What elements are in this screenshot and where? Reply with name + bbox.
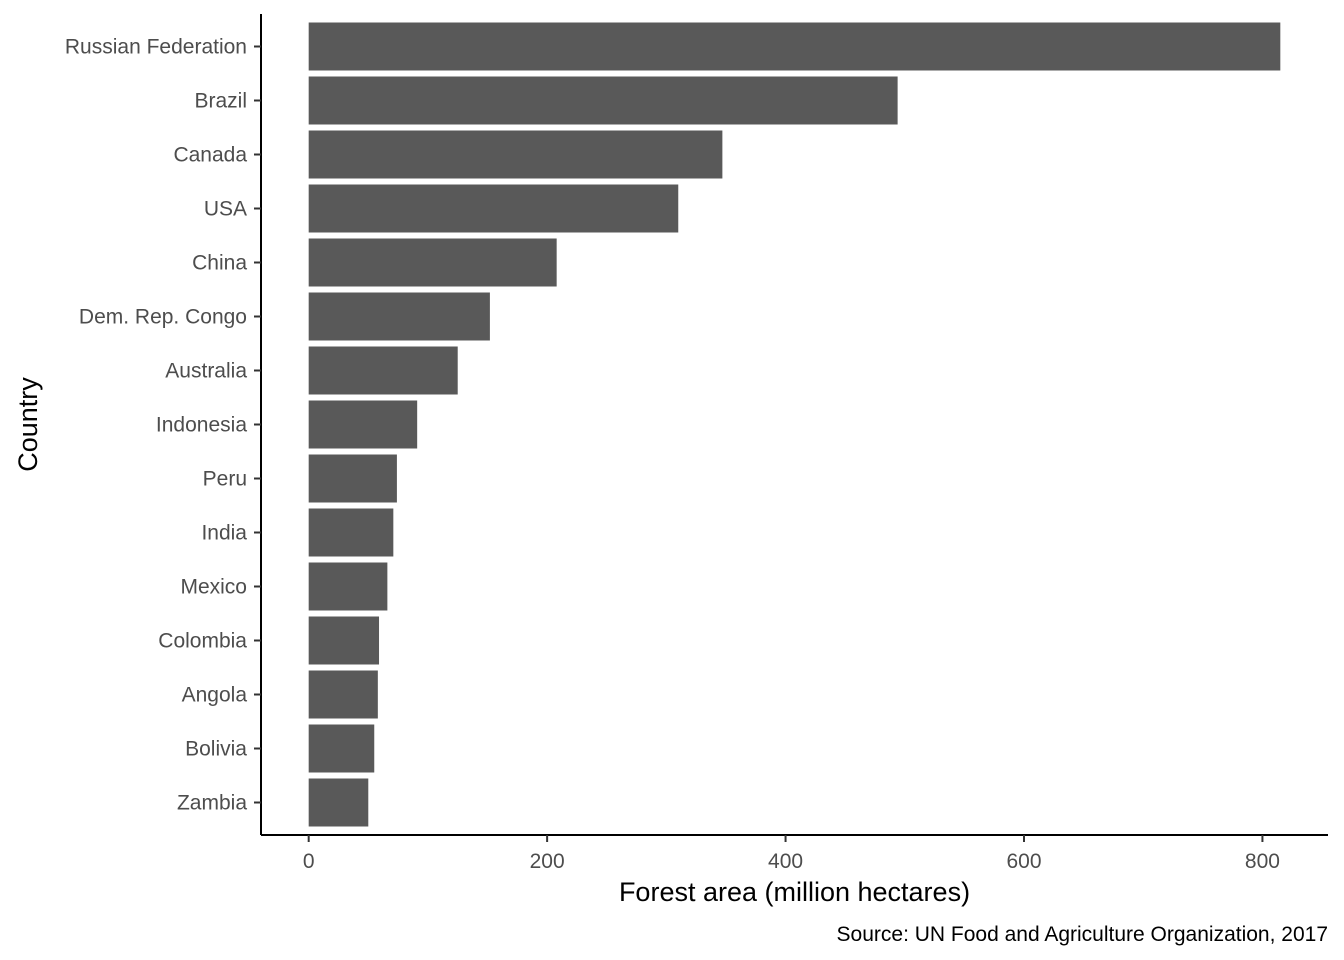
source-caption: Source: UN Food and Agriculture Organiza… bbox=[837, 923, 1328, 946]
y-tick-label: Dem. Rep. Congo bbox=[79, 306, 247, 329]
x-tick-label: 800 bbox=[1245, 850, 1280, 873]
y-axis: Russian Federation Brazil Canada USA China De… bbox=[65, 14, 262, 835]
y-tick-label: Angola bbox=[182, 684, 248, 707]
bar-dem-rep-congo bbox=[308, 292, 490, 341]
y-tick-label: Indonesia bbox=[156, 414, 247, 437]
bar-peru bbox=[308, 454, 397, 503]
x-tick-label: 600 bbox=[1006, 850, 1041, 873]
y-tick-label: Peru bbox=[203, 468, 247, 491]
y-tick-label: Canada bbox=[173, 144, 247, 167]
x-tick-label: 400 bbox=[768, 850, 803, 873]
bar-zambia bbox=[308, 778, 369, 827]
bar-usa bbox=[308, 184, 679, 233]
y-axis-title: Country bbox=[13, 377, 43, 472]
bar-indonesia bbox=[308, 400, 418, 449]
bar-india bbox=[308, 508, 394, 557]
bar-angola bbox=[308, 670, 378, 719]
y-tick-label: USA bbox=[204, 198, 247, 221]
y-tick-label: Brazil bbox=[194, 90, 247, 113]
y-tick-label: China bbox=[192, 252, 247, 275]
y-tick-label: India bbox=[201, 522, 247, 545]
y-tick-label: Russian Federation bbox=[65, 36, 247, 59]
y-tick-label: Bolivia bbox=[185, 738, 247, 761]
bar-canada bbox=[308, 130, 723, 179]
bar-russian-federation bbox=[308, 22, 1281, 71]
y-tick-label: Mexico bbox=[180, 576, 247, 599]
bar-brazil bbox=[308, 76, 898, 125]
x-axis-title: Forest area (million hectares) bbox=[619, 877, 970, 907]
bar-australia bbox=[308, 346, 458, 395]
y-tick-label: Australia bbox=[165, 360, 247, 383]
y-tick-label: Zambia bbox=[177, 792, 247, 815]
x-tick-label: 200 bbox=[530, 850, 565, 873]
bar-colombia bbox=[308, 616, 380, 665]
bar-china bbox=[308, 238, 557, 287]
x-axis: 0 200 400 600 800 bbox=[261, 834, 1328, 873]
bar-mexico bbox=[308, 562, 388, 611]
x-tick-label: 0 bbox=[303, 850, 315, 873]
bar-bolivia bbox=[308, 724, 375, 773]
y-tick-label: Colombia bbox=[158, 630, 247, 653]
bars-group bbox=[308, 22, 1281, 827]
